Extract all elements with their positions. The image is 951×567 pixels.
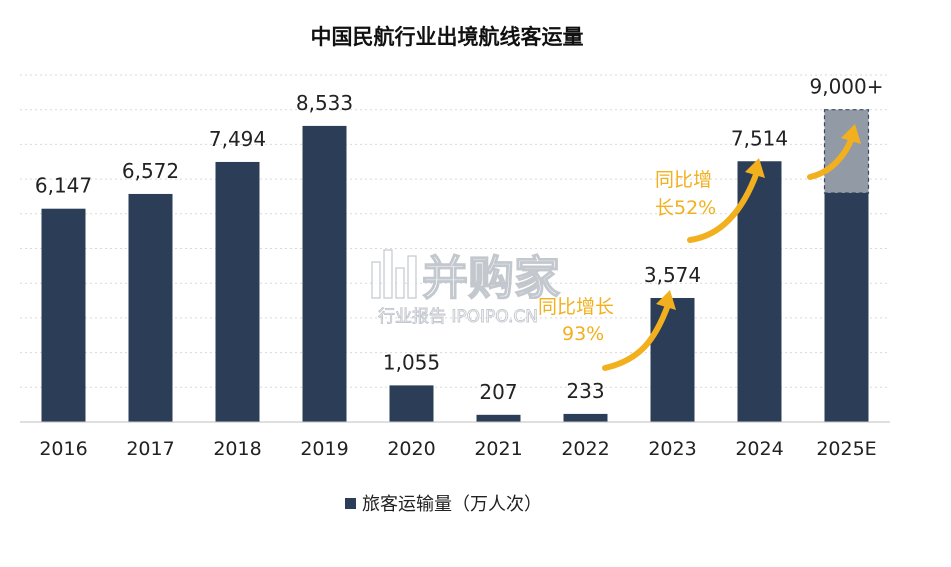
data-label: 233 bbox=[566, 379, 604, 403]
x-tick-label: 2023 bbox=[648, 438, 696, 460]
legend-label: 旅客运输量（万人次） bbox=[362, 494, 542, 515]
data-label: 6,572 bbox=[122, 159, 179, 183]
x-tick-label: 2018 bbox=[213, 438, 261, 460]
growth-arrow-icon bbox=[687, 169, 760, 243]
x-tick-label: 2016 bbox=[39, 438, 87, 460]
x-axis-ticks: 2016 2017 2018 2019 2020 2021 2022 2023 2024 2025… bbox=[39, 438, 876, 460]
data-label: 8,533 bbox=[296, 91, 353, 115]
bar bbox=[737, 161, 782, 422]
chart-title: 中国民航行业出境航线客运量 bbox=[311, 25, 584, 49]
bars bbox=[41, 109, 870, 423]
bar bbox=[824, 192, 869, 422]
growth-arrowhead-icon bbox=[841, 124, 861, 144]
x-tick-label: 2025E bbox=[816, 438, 876, 460]
bar bbox=[563, 413, 608, 422]
watermark-sub-text: 行业报告 IPOIPO.CN bbox=[378, 307, 538, 327]
x-tick-label: 2021 bbox=[474, 438, 522, 460]
bar bbox=[302, 125, 347, 422]
annotation-2-line-2: 长52% bbox=[655, 197, 716, 219]
bar bbox=[41, 208, 86, 422]
bar bbox=[650, 297, 695, 422]
watermark: 并购家 行业报告 IPOIPO.CN bbox=[371, 249, 561, 327]
growth-arrow-icon bbox=[807, 135, 855, 180]
watermark-main-text: 并购家 bbox=[422, 251, 560, 305]
data-label: 7,514 bbox=[731, 126, 788, 150]
annotation-1-line-1: 同比增长 bbox=[538, 296, 614, 318]
legend: 旅客运输量（万人次） bbox=[345, 494, 542, 515]
data-label: 9,000+ bbox=[809, 75, 883, 99]
bar bbox=[215, 161, 260, 423]
x-tick-label: 2017 bbox=[126, 438, 174, 460]
growth-annotations: 同比增长 93% 同比增 长52% bbox=[538, 124, 861, 371]
data-label: 7,494 bbox=[209, 127, 266, 151]
data-label: 207 bbox=[479, 380, 517, 404]
data-label: 1,055 bbox=[383, 350, 440, 374]
bar bbox=[389, 385, 434, 422]
data-labels: 6,147 6,572 7,494 8,533 1,055 207 233 3,574 7,51… bbox=[35, 75, 884, 404]
annotation-2-line-1: 同比增 bbox=[655, 169, 712, 191]
watermark-logo-icon bbox=[371, 249, 417, 299]
x-tick-label: 2024 bbox=[735, 438, 783, 460]
bar bbox=[476, 414, 521, 422]
legend-swatch bbox=[345, 498, 356, 509]
x-tick-label: 2019 bbox=[300, 438, 348, 460]
data-label: 6,147 bbox=[35, 174, 92, 198]
growth-arrow-icon bbox=[602, 302, 671, 371]
data-label: 3,574 bbox=[644, 263, 701, 287]
x-tick-label: 2022 bbox=[561, 438, 609, 460]
growth-arrowhead-icon bbox=[745, 158, 765, 178]
x-tick-label: 2020 bbox=[387, 438, 435, 460]
annotation-1-line-2: 93% bbox=[562, 323, 604, 345]
bar bbox=[128, 193, 173, 422]
growth-arrowhead-icon bbox=[656, 290, 676, 310]
